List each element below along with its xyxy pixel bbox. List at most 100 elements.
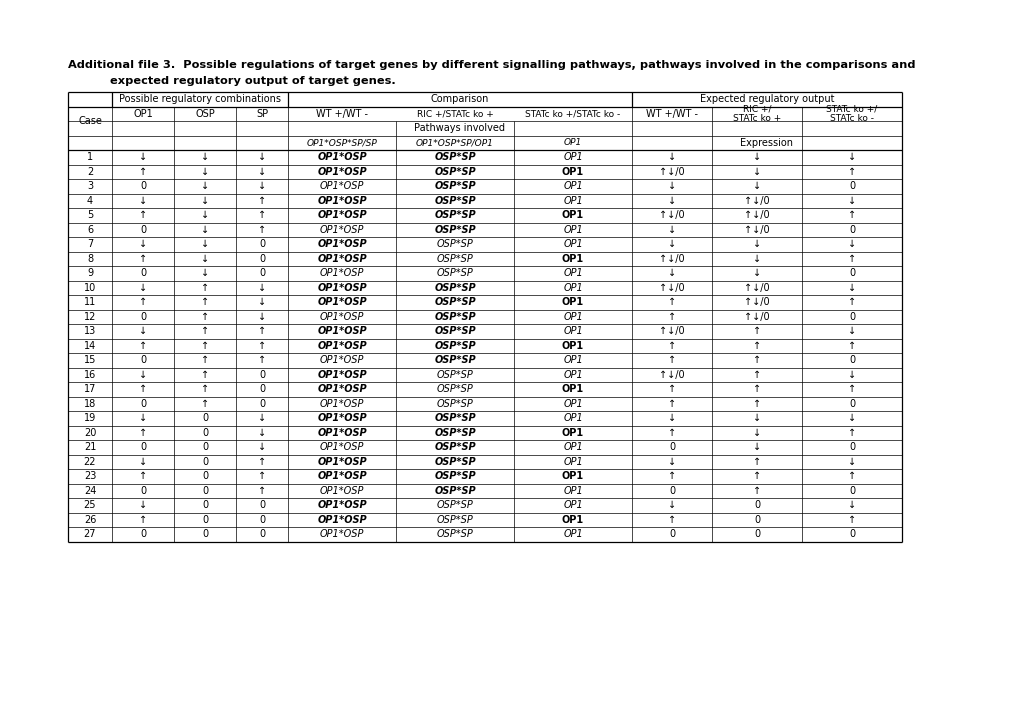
Text: ↑: ↑ xyxy=(752,326,760,336)
Text: OSP*SP: OSP*SP xyxy=(434,472,475,481)
Text: OP1: OP1 xyxy=(133,109,153,119)
Text: ↓: ↓ xyxy=(667,196,676,206)
Text: 0: 0 xyxy=(848,355,854,365)
Text: ↑: ↑ xyxy=(201,312,209,322)
Text: OSP*SP: OSP*SP xyxy=(434,312,475,322)
Text: 0: 0 xyxy=(753,529,759,539)
Text: OSP*SP: OSP*SP xyxy=(434,167,475,176)
Text: ↓: ↓ xyxy=(139,283,147,293)
Text: 0: 0 xyxy=(140,486,146,496)
Text: ↓: ↓ xyxy=(847,413,855,423)
Text: ↑: ↑ xyxy=(667,472,676,481)
Text: OP1: OP1 xyxy=(561,297,584,307)
Text: ↑: ↑ xyxy=(201,326,209,336)
Text: OSP*SP: OSP*SP xyxy=(434,181,475,192)
Text: ↑: ↑ xyxy=(847,472,855,481)
Text: 0: 0 xyxy=(202,486,208,496)
Text: ↑: ↑ xyxy=(201,384,209,395)
Text: ↑: ↑ xyxy=(752,370,760,379)
Text: ↑: ↑ xyxy=(201,370,209,379)
Text: ↓: ↓ xyxy=(258,152,266,162)
Text: ↑: ↑ xyxy=(258,326,266,336)
Text: 26: 26 xyxy=(84,515,96,525)
Text: 3: 3 xyxy=(87,181,93,192)
Text: ↑: ↑ xyxy=(258,225,266,235)
Text: OP1*OSP: OP1*OSP xyxy=(317,370,367,379)
Text: ↑↓/0: ↑↓/0 xyxy=(744,210,769,220)
Text: 17: 17 xyxy=(84,384,96,395)
Text: OSP*SP: OSP*SP xyxy=(434,486,475,496)
Text: OP1*OSP: OP1*OSP xyxy=(320,529,364,539)
Text: ↓: ↓ xyxy=(847,152,855,162)
Text: 0: 0 xyxy=(259,269,265,278)
Text: OP1: OP1 xyxy=(562,456,582,467)
Text: 20: 20 xyxy=(84,428,96,438)
Text: 0: 0 xyxy=(848,269,854,278)
Text: OP1: OP1 xyxy=(562,355,582,365)
Text: ↑↓/0: ↑↓/0 xyxy=(744,297,769,307)
Text: ↓: ↓ xyxy=(847,500,855,510)
Text: OP1*OSP: OP1*OSP xyxy=(320,181,364,192)
Text: 5: 5 xyxy=(87,210,93,220)
Text: ↑: ↑ xyxy=(139,167,147,176)
Text: 0: 0 xyxy=(140,442,146,452)
Text: OP1: OP1 xyxy=(561,428,584,438)
Text: ↑: ↑ xyxy=(667,341,676,351)
Text: OP1: OP1 xyxy=(562,442,582,452)
Text: OP1*OSP*SP/SP: OP1*OSP*SP/SP xyxy=(307,138,377,148)
Text: OSP*SP: OSP*SP xyxy=(434,413,475,423)
Text: OP1*OSP: OP1*OSP xyxy=(320,355,364,365)
Text: ↓: ↓ xyxy=(667,239,676,249)
Text: ↓: ↓ xyxy=(201,196,209,206)
Text: 0: 0 xyxy=(848,225,854,235)
Text: 0: 0 xyxy=(202,472,208,481)
Text: OP1*OSP: OP1*OSP xyxy=(317,428,367,438)
Text: ↑: ↑ xyxy=(258,355,266,365)
Text: OP1*OSP: OP1*OSP xyxy=(317,472,367,481)
Text: OSP*SP: OSP*SP xyxy=(434,428,475,438)
Text: 0: 0 xyxy=(753,500,759,510)
Text: 7: 7 xyxy=(87,239,93,249)
Text: ↑: ↑ xyxy=(847,297,855,307)
Text: ↑: ↑ xyxy=(139,210,147,220)
Text: 0: 0 xyxy=(259,239,265,249)
Text: WT +/WT -: WT +/WT - xyxy=(316,109,368,119)
Text: 2: 2 xyxy=(87,167,93,176)
Text: OP1: OP1 xyxy=(562,239,582,249)
Text: OSP*SP: OSP*SP xyxy=(436,269,473,278)
Text: ↑: ↑ xyxy=(139,515,147,525)
Text: ↓: ↓ xyxy=(139,456,147,467)
Text: ↓: ↓ xyxy=(201,152,209,162)
Text: ↑: ↑ xyxy=(258,210,266,220)
Text: OP1: OP1 xyxy=(562,500,582,510)
Text: ↓: ↓ xyxy=(667,269,676,278)
Text: RIC +/
STATc ko +: RIC +/ STATc ko + xyxy=(733,104,781,123)
Text: OSP: OSP xyxy=(195,109,215,119)
Text: ↓: ↓ xyxy=(201,167,209,176)
Text: ↑: ↑ xyxy=(847,515,855,525)
Text: ↑: ↑ xyxy=(667,297,676,307)
Text: OP1*OSP: OP1*OSP xyxy=(317,456,367,467)
Text: ↑: ↑ xyxy=(847,428,855,438)
Text: Additional file 3.  Possible regulations of target genes by different signalling: Additional file 3. Possible regulations … xyxy=(68,60,915,70)
Text: 0: 0 xyxy=(848,529,854,539)
Text: ↑: ↑ xyxy=(139,472,147,481)
Text: STATc ko +/
STATc ko -: STATc ko +/ STATc ko - xyxy=(825,104,876,123)
Text: ↑: ↑ xyxy=(847,341,855,351)
Text: 0: 0 xyxy=(848,486,854,496)
Text: OP1*OSP: OP1*OSP xyxy=(317,253,367,264)
Text: ↓: ↓ xyxy=(847,239,855,249)
Text: 0: 0 xyxy=(259,500,265,510)
Text: ↑: ↑ xyxy=(847,167,855,176)
Text: Comparison: Comparison xyxy=(430,94,489,104)
Text: 9: 9 xyxy=(87,269,93,278)
Text: ↓: ↓ xyxy=(752,167,760,176)
Text: ↓: ↓ xyxy=(752,428,760,438)
Text: ↑↓/0: ↑↓/0 xyxy=(744,312,769,322)
Text: ↑: ↑ xyxy=(201,399,209,409)
Text: ↓: ↓ xyxy=(258,181,266,192)
Text: ↑↓/0: ↑↓/0 xyxy=(658,326,684,336)
Text: OP1: OP1 xyxy=(561,472,584,481)
Text: OP1: OP1 xyxy=(562,399,582,409)
Text: OP1: OP1 xyxy=(561,515,584,525)
